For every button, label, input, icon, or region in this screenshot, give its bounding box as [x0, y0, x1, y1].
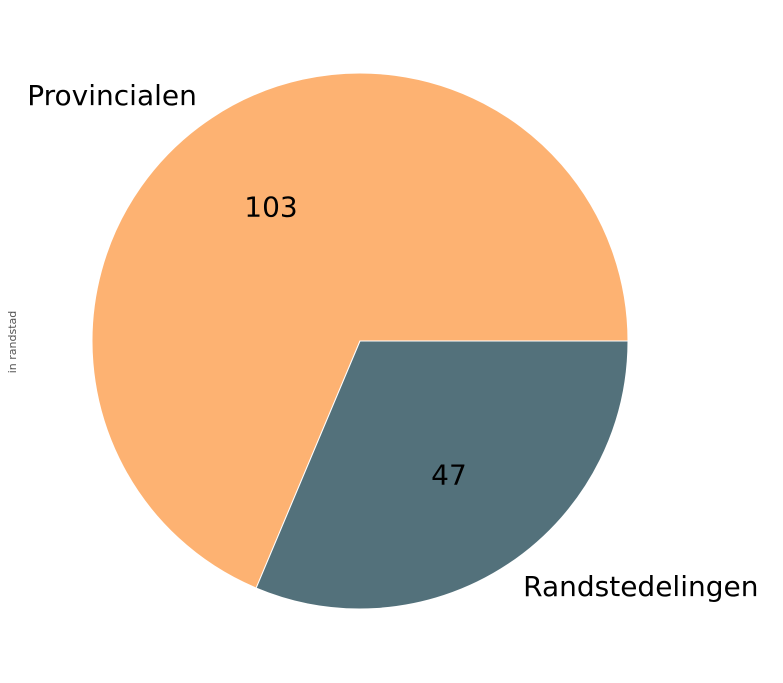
pie-slices	[91, 72, 629, 610]
y-axis-label: in randstad	[6, 311, 19, 374]
pie-labels: 103 Provincialen 47 Randstedelingen	[27, 79, 758, 603]
pie-slice-provincialen	[91, 72, 629, 589]
slice-category-label: Randstedelingen	[523, 570, 758, 603]
slice-value-label: 103	[244, 191, 297, 224]
slice-category-label: Provincialen	[27, 79, 197, 112]
slice-value-label: 47	[431, 458, 467, 491]
pie-slice-randstedelingen	[255, 340, 629, 610]
